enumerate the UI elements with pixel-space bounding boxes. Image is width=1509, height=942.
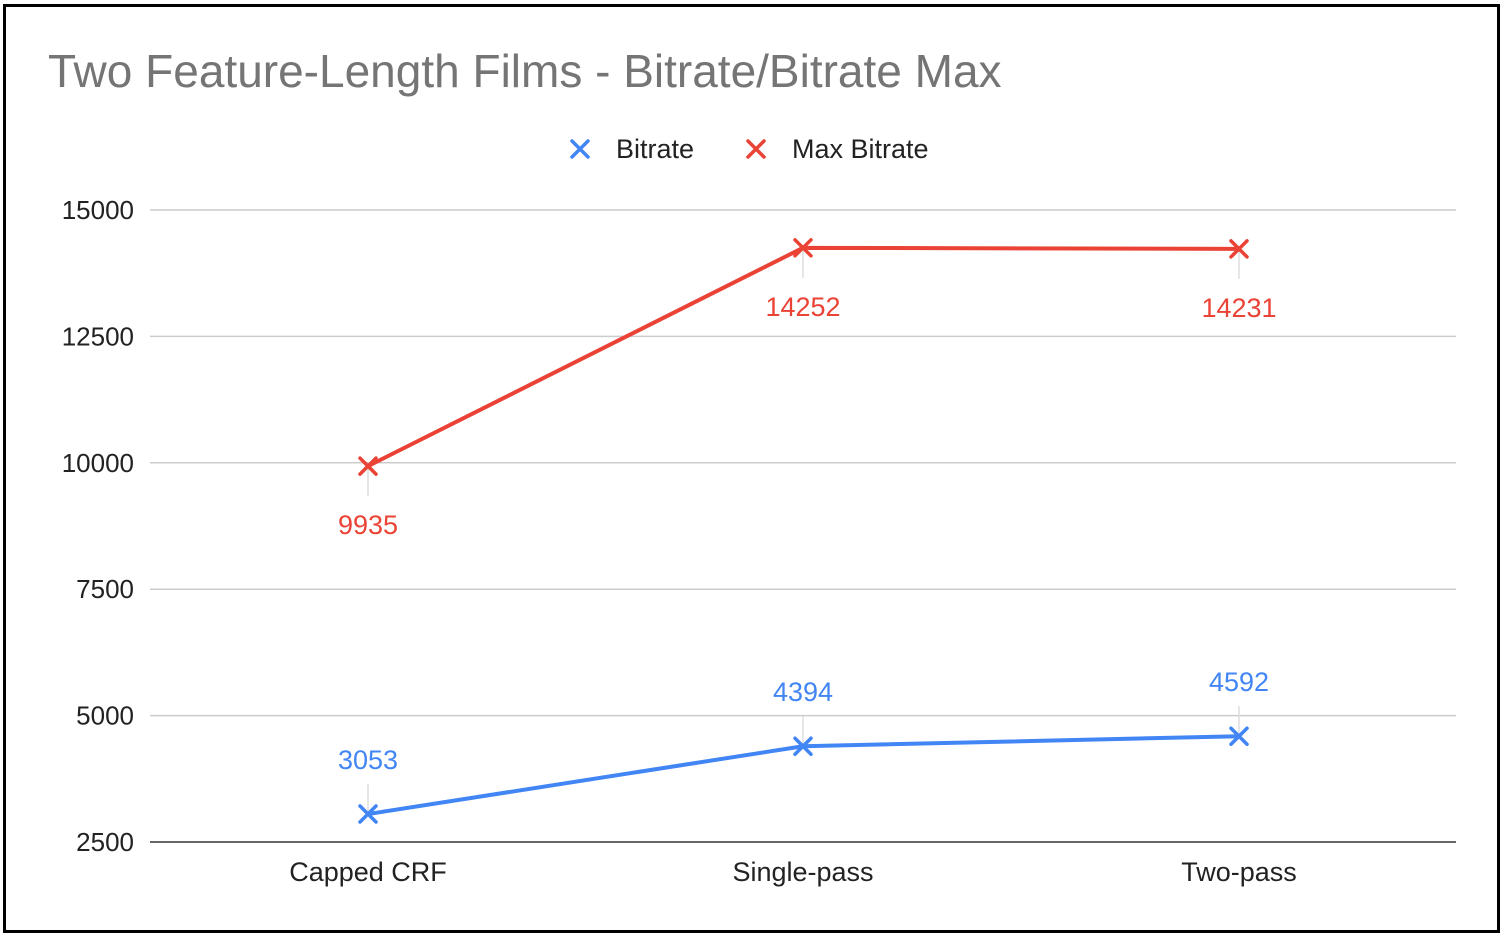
- chart-title: Two Feature-Length Films - Bitrate/Bitra…: [48, 45, 1002, 97]
- y-axis: 2500 5000 7500 10000 12500 15000: [62, 195, 134, 857]
- y-tick-label-2500: 2500: [76, 827, 134, 857]
- y-tick-label-7500: 7500: [76, 574, 134, 604]
- x-tick-label-two-pass: Two-pass: [1181, 857, 1297, 887]
- x-axis: Capped CRF Single-pass Two-pass: [289, 857, 1297, 887]
- data-label-bitrate-0: 3053: [338, 745, 398, 775]
- series-line-max-bitrate: [366, 245, 1241, 469]
- legend: Bitrate Max Bitrate: [570, 134, 929, 164]
- legend-label-max-bitrate: Max Bitrate: [792, 134, 929, 164]
- series-group: [358, 238, 1249, 824]
- data-point-max-bitrate-0: [358, 456, 378, 476]
- legend-marker-max-bitrate: [746, 139, 766, 159]
- data-point-bitrate-1: [793, 736, 813, 756]
- data-label-max-bitrate-2: 14231: [1201, 293, 1276, 323]
- data-point-max-bitrate-1: [793, 238, 813, 258]
- data-label-max-bitrate-0: 9935: [338, 510, 398, 540]
- data-label-bitrate-2: 4592: [1209, 667, 1269, 697]
- y-tick-label-10000: 10000: [62, 448, 134, 478]
- data-point-bitrate-0: [358, 804, 378, 824]
- y-tick-label-5000: 5000: [76, 701, 134, 731]
- data-labels: 3053 4394 4592 9935 14252 14231: [338, 292, 1277, 775]
- gridlines: [150, 209, 1456, 843]
- x-tick-label-single-pass: Single-pass: [732, 857, 873, 887]
- legend-label-bitrate: Bitrate: [616, 134, 694, 164]
- x-tick-label-capped-crf: Capped CRF: [289, 857, 447, 887]
- y-tick-label-12500: 12500: [62, 321, 134, 351]
- data-point-bitrate-2: [1229, 726, 1249, 746]
- legend-marker-bitrate: [570, 139, 590, 159]
- data-label-bitrate-1: 4394: [773, 677, 833, 707]
- data-point-max-bitrate-2: [1229, 239, 1249, 259]
- chart-frame: [3, 4, 1500, 933]
- data-label-max-bitrate-1: 14252: [765, 292, 840, 322]
- y-tick-label-15000: 15000: [62, 195, 134, 225]
- label-leader-lines: [367, 247, 1240, 815]
